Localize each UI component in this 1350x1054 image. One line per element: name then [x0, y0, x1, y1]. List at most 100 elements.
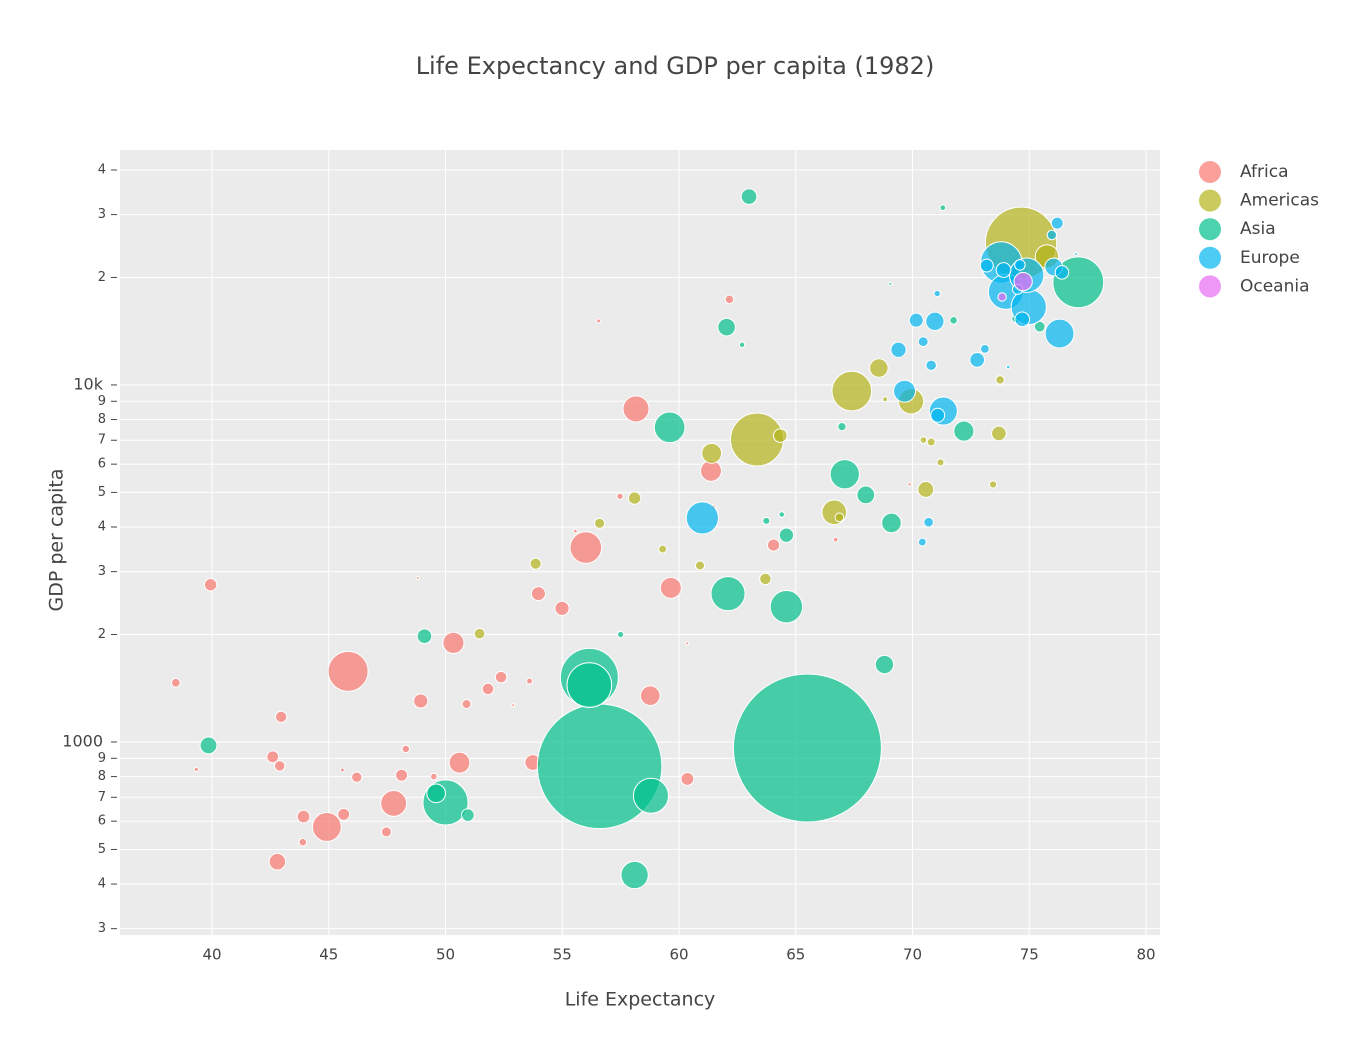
bubble[interactable]	[529, 557, 542, 570]
bubble[interactable]	[481, 682, 495, 696]
bubble[interactable]	[268, 852, 287, 871]
bubble[interactable]	[778, 511, 786, 518]
bubble[interactable]	[829, 459, 860, 490]
legend-label[interactable]: Asia	[1240, 219, 1276, 239]
bubble[interactable]	[461, 808, 475, 822]
bubble[interactable]	[988, 480, 998, 489]
bubble[interactable]	[917, 481, 935, 498]
bubble[interactable]	[732, 673, 882, 823]
bubble[interactable]	[759, 572, 772, 586]
bubble[interactable]	[769, 589, 804, 624]
bubble[interactable]	[351, 771, 363, 783]
bubble[interactable]	[1014, 259, 1026, 271]
bubble[interactable]	[1054, 265, 1070, 280]
bubble[interactable]	[266, 750, 280, 764]
bubble[interactable]	[881, 512, 902, 534]
bubble[interactable]	[298, 837, 308, 847]
bubble[interactable]	[773, 428, 788, 443]
legend-swatch[interactable]	[1199, 246, 1221, 269]
bubble[interactable]	[724, 294, 735, 305]
bubble[interactable]	[596, 318, 602, 324]
bubble[interactable]	[926, 437, 936, 447]
bubble[interactable]	[933, 289, 941, 298]
bubble[interactable]	[594, 517, 606, 529]
bubble[interactable]	[837, 422, 847, 432]
legend-swatch[interactable]	[1199, 189, 1221, 212]
bubble[interactable]	[685, 501, 719, 535]
bubble[interactable]	[530, 586, 546, 602]
bubble[interactable]	[627, 491, 642, 505]
bubble[interactable]	[494, 670, 508, 684]
bubble[interactable]	[923, 516, 934, 528]
bubble[interactable]	[917, 336, 929, 348]
bubble[interactable]	[658, 544, 668, 554]
bubble[interactable]	[380, 826, 392, 838]
legend-label[interactable]: Americas	[1240, 191, 1319, 211]
bubble[interactable]	[339, 767, 345, 773]
bubble[interactable]	[908, 312, 924, 328]
bubble[interactable]	[620, 860, 649, 890]
bubble[interactable]	[632, 777, 669, 814]
bubble[interactable]	[695, 560, 706, 571]
bubble[interactable]	[939, 204, 947, 212]
bubble[interactable]	[917, 537, 927, 547]
bubble[interactable]	[680, 771, 695, 786]
bubble[interactable]	[442, 631, 465, 654]
bubble[interactable]	[473, 627, 486, 640]
bubble[interactable]	[919, 436, 928, 444]
bubble[interactable]	[659, 576, 682, 599]
bubble[interactable]	[193, 766, 199, 772]
bubble[interactable]	[949, 316, 958, 325]
bubble[interactable]	[526, 677, 534, 685]
bubble[interactable]	[448, 751, 471, 774]
bubble[interactable]	[616, 492, 624, 500]
legend-label[interactable]: Africa	[1240, 162, 1289, 182]
bubble[interactable]	[766, 538, 781, 552]
bubble[interactable]	[869, 358, 889, 378]
bubble[interactable]	[426, 783, 446, 804]
bubble[interactable]	[740, 188, 758, 205]
bubble[interactable]	[569, 531, 603, 564]
bubble[interactable]	[273, 760, 286, 772]
bubble[interactable]	[710, 576, 746, 612]
bubble[interactable]	[991, 425, 1007, 442]
bubble[interactable]	[380, 789, 408, 817]
bubble[interactable]	[511, 703, 516, 708]
bubble[interactable]	[416, 628, 433, 645]
bubble[interactable]	[890, 341, 907, 358]
bubble[interactable]	[831, 370, 873, 412]
bubble[interactable]	[415, 575, 420, 580]
bubble[interactable]	[1073, 251, 1078, 256]
bubble[interactable]	[572, 528, 578, 534]
bubble[interactable]	[1050, 216, 1064, 230]
bubble[interactable]	[762, 516, 771, 525]
bubble[interactable]	[979, 258, 994, 273]
bubble[interactable]	[413, 693, 429, 709]
bubble[interactable]	[953, 420, 975, 442]
bubble[interactable]	[337, 807, 351, 821]
bubble[interactable]	[199, 736, 218, 755]
bubble[interactable]	[401, 744, 411, 754]
legend-swatch[interactable]	[1199, 161, 1221, 183]
bubble[interactable]	[893, 379, 917, 403]
bubble[interactable]	[639, 685, 661, 707]
bubble[interactable]	[874, 654, 895, 675]
bubble[interactable]	[461, 699, 472, 710]
bubble[interactable]	[311, 812, 342, 842]
bubble[interactable]	[930, 407, 946, 423]
bubble[interactable]	[395, 768, 409, 782]
legend-label[interactable]: Oceania	[1240, 276, 1310, 296]
bubble[interactable]	[1046, 229, 1058, 241]
bubble[interactable]	[717, 317, 736, 337]
bubble[interactable]	[566, 662, 613, 708]
bubble[interactable]	[170, 677, 181, 688]
bubble[interactable]	[738, 341, 746, 348]
legend-swatch[interactable]	[1199, 275, 1221, 298]
bubble[interactable]	[430, 772, 438, 781]
legend-swatch[interactable]	[1199, 218, 1221, 241]
bubble[interactable]	[274, 710, 288, 723]
bubble[interactable]	[832, 536, 839, 543]
bubble[interactable]	[925, 311, 945, 331]
bubble[interactable]	[925, 359, 937, 372]
bubble[interactable]	[622, 395, 650, 423]
